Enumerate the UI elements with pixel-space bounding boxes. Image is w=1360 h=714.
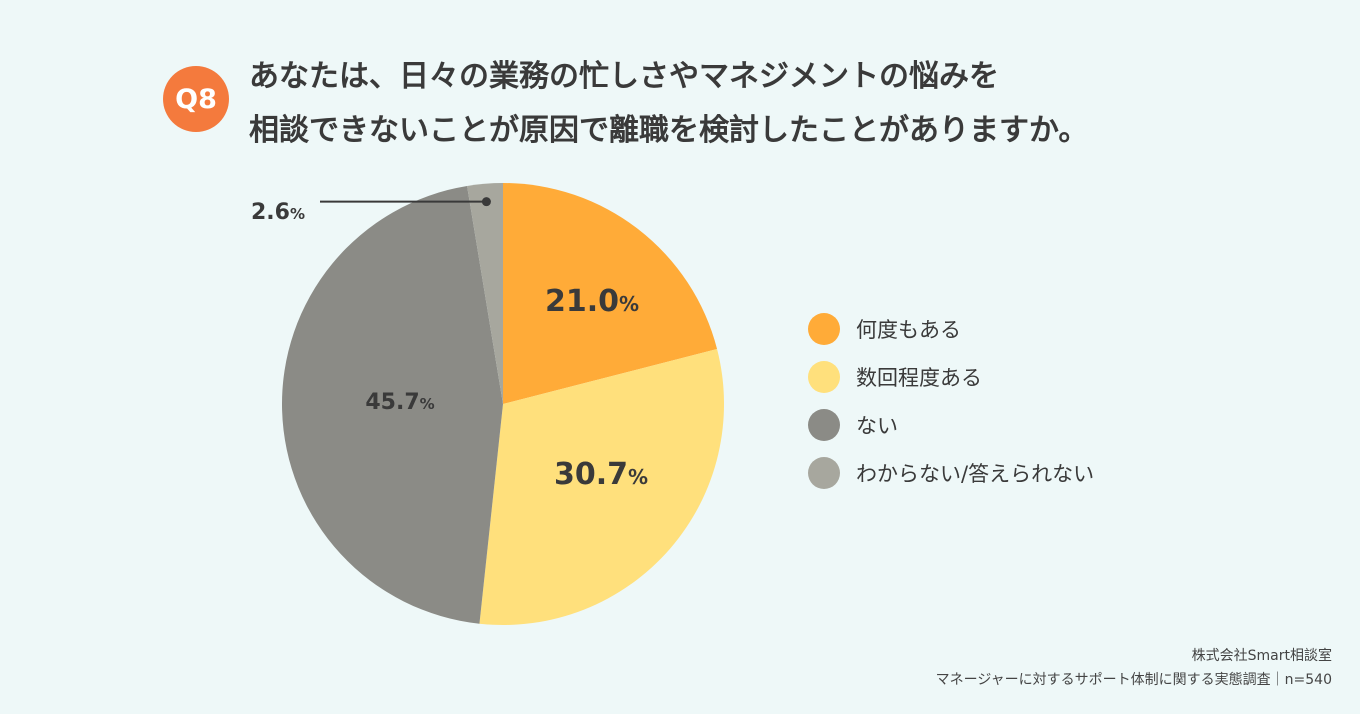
question-line-1: あなたは、日々の業務の忙しさやマネジメントの悩みを [249, 59, 999, 94]
legend-swatch-unknown [808, 457, 840, 489]
legend-swatch-several-times [808, 361, 840, 393]
label-never: 45.7% [365, 390, 434, 415]
slice-never [281, 185, 503, 624]
legend-label-several-times: 数回程度ある [856, 366, 982, 390]
slice-several-times [479, 349, 724, 625]
slice-frequent [503, 183, 718, 404]
label-frequent: 21.0% [545, 284, 639, 319]
source-footer: 株式会社Smart相談室 マネージャーに対するサポート体制に関する実態調査｜n=… [936, 644, 1332, 692]
question-title: あなたは、日々の業務の忙しさやマネジメントの悩みを 相談できないことが原因で離職… [249, 50, 1088, 158]
label-unknown: 2.6% [251, 200, 305, 225]
legend: 何度もある 数回程度ある ない わからない/答えられない [808, 305, 1094, 497]
legend-item-never: ない [808, 401, 1094, 449]
slice-unknown [467, 183, 503, 404]
question-line-2: 相談できないことが原因で離職を検討したことがありますか。 [249, 113, 1089, 148]
legend-swatch-never [808, 409, 840, 441]
source-company: 株式会社Smart相談室 [1191, 648, 1332, 664]
legend-label-unknown: わからない/答えられない [856, 462, 1095, 486]
label-several-times: 30.7% [554, 457, 648, 492]
legend-swatch-frequent [808, 313, 840, 345]
legend-label-frequent: 何度もある [856, 318, 961, 342]
source-survey: マネージャーに対するサポート体制に関する実態調査｜n=540 [935, 672, 1332, 688]
legend-item-frequent: 何度もある [808, 305, 1094, 353]
question-number-badge: Q8 [163, 66, 229, 132]
legend-item-several-times: 数回程度ある [808, 353, 1094, 401]
leader-dot-unknown [481, 197, 491, 207]
legend-label-never: ない [856, 414, 898, 438]
legend-item-unknown: わからない/答えられない [808, 449, 1094, 497]
